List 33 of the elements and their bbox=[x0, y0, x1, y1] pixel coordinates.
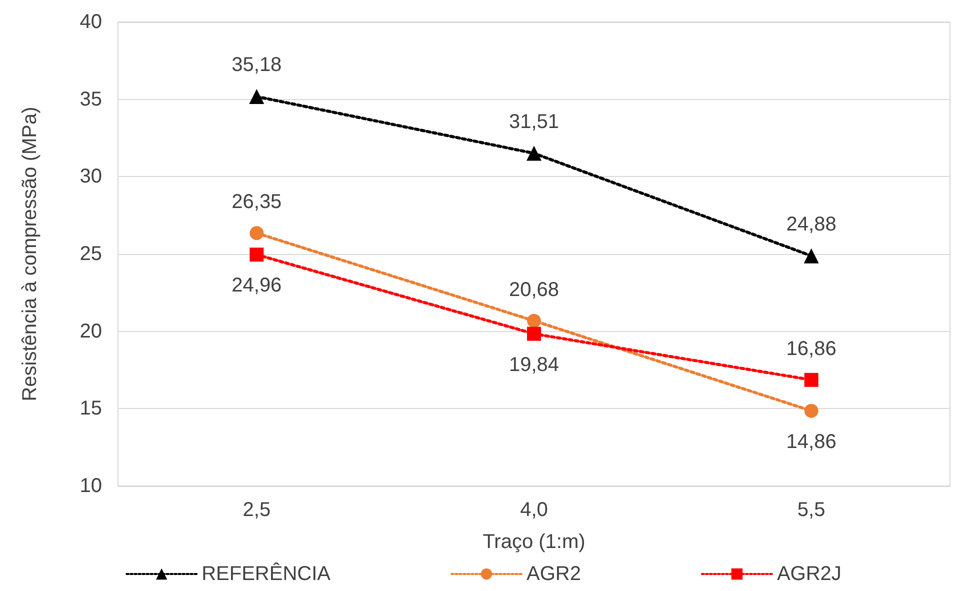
data-label: 24,88 bbox=[786, 213, 836, 236]
point bbox=[250, 248, 264, 262]
legend-label: REFERÊNCIA bbox=[202, 562, 332, 585]
data-label: 16,86 bbox=[786, 338, 836, 360]
x-axis-title: Traço (1:m) bbox=[482, 531, 586, 553]
data-label: 14,86 bbox=[786, 430, 836, 453]
data-label: 26,35 bbox=[232, 191, 282, 214]
legend-label: AGR2 bbox=[526, 563, 581, 585]
x-tick-label: 5,5 bbox=[797, 499, 826, 521]
y-axis-title: Resistência à compressão (MPa) bbox=[19, 106, 41, 402]
point bbox=[527, 314, 541, 328]
y-tick-label: 25 bbox=[80, 243, 102, 265]
data-label: 35,18 bbox=[232, 54, 282, 76]
y-tick-label: 30 bbox=[80, 166, 102, 188]
y-tick-label: 35 bbox=[80, 88, 102, 110]
data-label: 20,68 bbox=[508, 278, 560, 301]
point bbox=[804, 372, 818, 387]
y-tick-label: 10 bbox=[80, 475, 102, 497]
point bbox=[250, 226, 264, 240]
data-label: 31,51 bbox=[508, 110, 560, 133]
y-tick-label: 20 bbox=[80, 320, 102, 342]
point bbox=[526, 146, 542, 161]
data-label: 24,96 bbox=[232, 274, 282, 297]
point bbox=[527, 326, 541, 341]
legend-label: AGR2J bbox=[776, 563, 842, 585]
y-tick-label: 40 bbox=[80, 11, 102, 33]
point bbox=[804, 404, 818, 418]
point bbox=[249, 89, 264, 104]
y-tick-label: 15 bbox=[80, 398, 102, 420]
x-tick-label: 2,5 bbox=[242, 499, 271, 521]
point bbox=[804, 248, 819, 264]
x-tick-label: 4,0 bbox=[520, 499, 548, 521]
data-label: 19,84 bbox=[508, 354, 560, 376]
